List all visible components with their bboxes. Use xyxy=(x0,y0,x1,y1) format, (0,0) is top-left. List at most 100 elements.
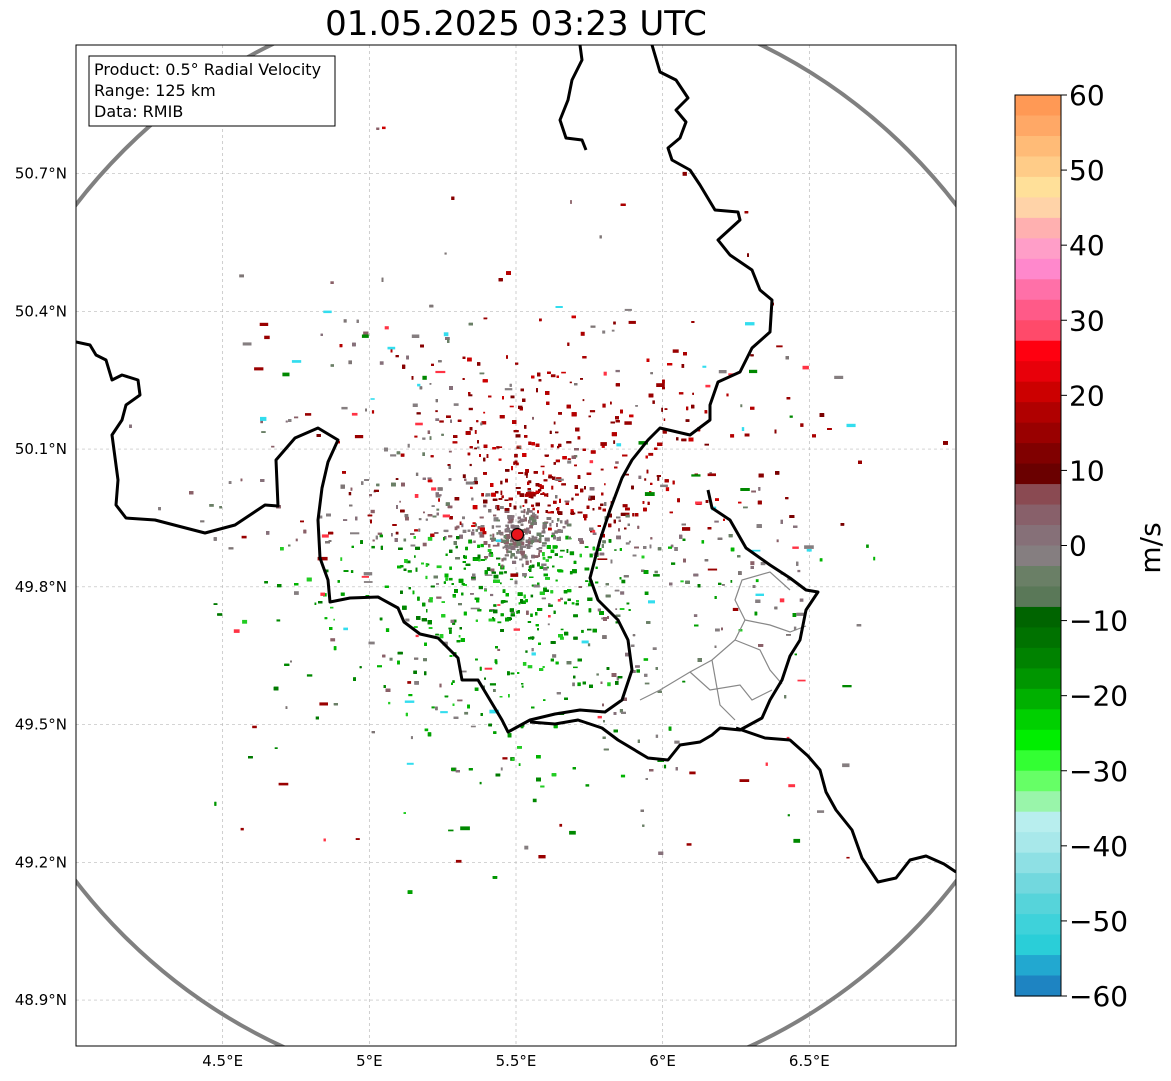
echo-pixel xyxy=(574,383,578,386)
echo-pixel xyxy=(631,644,635,647)
echo-pixel xyxy=(472,505,478,510)
echo-pixel xyxy=(470,486,473,489)
echo-pixel xyxy=(421,618,427,622)
echo-pixel xyxy=(615,383,620,387)
echo-pixel xyxy=(531,535,534,540)
echo-pixel xyxy=(492,617,494,621)
echo-pixel xyxy=(624,527,627,530)
echo-pixel xyxy=(602,403,606,408)
echo-pixel xyxy=(474,597,480,600)
echo-pixel xyxy=(546,401,550,405)
echo-pixel xyxy=(377,665,382,668)
echo-pixel xyxy=(622,697,627,701)
echo-pixel xyxy=(471,525,476,527)
echo-pixel xyxy=(330,364,334,367)
echo-pixel xyxy=(495,491,499,494)
echo-pixel xyxy=(528,441,532,445)
echo-pixel xyxy=(492,876,498,879)
echo-pixel xyxy=(758,473,764,478)
echo-pixel xyxy=(622,454,628,457)
echo-pixel xyxy=(395,355,399,358)
echo-pixel xyxy=(553,610,556,614)
echo-pixel xyxy=(477,440,479,444)
echo-pixel xyxy=(587,643,591,647)
echo-pixel xyxy=(533,471,538,474)
echo-pixel xyxy=(472,529,475,532)
echo-pixel xyxy=(646,358,650,362)
echo-pixel xyxy=(424,671,427,676)
echo-pixel xyxy=(555,459,560,463)
echo-pixel xyxy=(489,553,494,557)
echo-pixel xyxy=(572,682,575,687)
echo-pixel xyxy=(448,478,452,481)
echo-pixel xyxy=(445,577,448,581)
echo-pixel xyxy=(500,629,504,632)
echo-pixel xyxy=(509,543,513,546)
echo-pixel xyxy=(623,575,629,578)
echo-pixel xyxy=(539,668,544,671)
echo-pixel xyxy=(516,446,520,449)
echo-pixel xyxy=(527,488,531,492)
echo-pixel xyxy=(498,530,501,534)
echo-pixel xyxy=(531,564,535,568)
echo-pixel xyxy=(573,614,578,618)
echo-pixel xyxy=(571,602,575,605)
echo-pixel xyxy=(500,538,503,543)
echo-pixel xyxy=(531,504,534,507)
echo-pixel xyxy=(369,494,372,497)
echo-pixel xyxy=(661,407,663,412)
echo-pixel xyxy=(786,397,791,400)
echo-pixel xyxy=(405,712,408,717)
echo-pixel xyxy=(430,585,435,588)
echo-pixel xyxy=(715,628,720,632)
echo-pixel xyxy=(511,466,513,471)
echo-pixel xyxy=(730,547,735,552)
echo-pixel xyxy=(546,517,552,520)
echo-pixel xyxy=(471,497,474,501)
echo-pixel xyxy=(294,583,299,586)
echo-pixel xyxy=(580,331,585,336)
echo-pixel xyxy=(485,493,491,497)
echo-pixel xyxy=(395,478,399,480)
echo-pixel xyxy=(705,500,709,503)
echo-pixel xyxy=(616,535,621,540)
echo-pixel xyxy=(758,487,761,491)
echo-pixel xyxy=(324,617,328,620)
echo-pixel xyxy=(541,597,546,600)
echo-pixel xyxy=(443,537,445,541)
echo-pixel xyxy=(538,541,542,543)
echo-pixel xyxy=(557,511,561,514)
echo-pixel xyxy=(421,562,424,565)
echo-pixel xyxy=(417,596,420,601)
echo-pixel xyxy=(496,446,500,449)
echo-pixel xyxy=(449,655,453,657)
echo-pixel xyxy=(657,477,660,481)
echo-pixel xyxy=(785,497,789,500)
echo-pixel xyxy=(444,252,447,255)
echo-pixel xyxy=(601,492,604,496)
echo-pixel xyxy=(486,454,489,458)
echo-pixel xyxy=(631,670,636,673)
echo-pixel xyxy=(384,447,388,452)
echo-pixel xyxy=(300,520,304,523)
echo-pixel xyxy=(470,593,474,595)
echo-pixel xyxy=(463,555,465,558)
echo-pixel xyxy=(756,524,762,528)
echo-pixel xyxy=(547,511,553,514)
echo-pixel xyxy=(550,658,554,662)
echo-pixel xyxy=(367,514,373,517)
echo-pixel xyxy=(521,685,524,688)
echo-pixel xyxy=(579,540,584,544)
echo-pixel xyxy=(582,681,586,685)
echo-pixel xyxy=(483,317,488,320)
echo-pixel xyxy=(615,461,619,464)
echo-pixel xyxy=(502,567,505,570)
echo-pixel xyxy=(714,596,717,599)
echo-pixel xyxy=(316,434,321,437)
echo-pixel xyxy=(529,569,532,572)
echo-pixel xyxy=(632,554,637,557)
echo-pixel xyxy=(614,466,618,469)
echo-pixel xyxy=(657,690,662,693)
echo-pixel xyxy=(552,654,557,658)
echo-pixel xyxy=(496,557,501,560)
